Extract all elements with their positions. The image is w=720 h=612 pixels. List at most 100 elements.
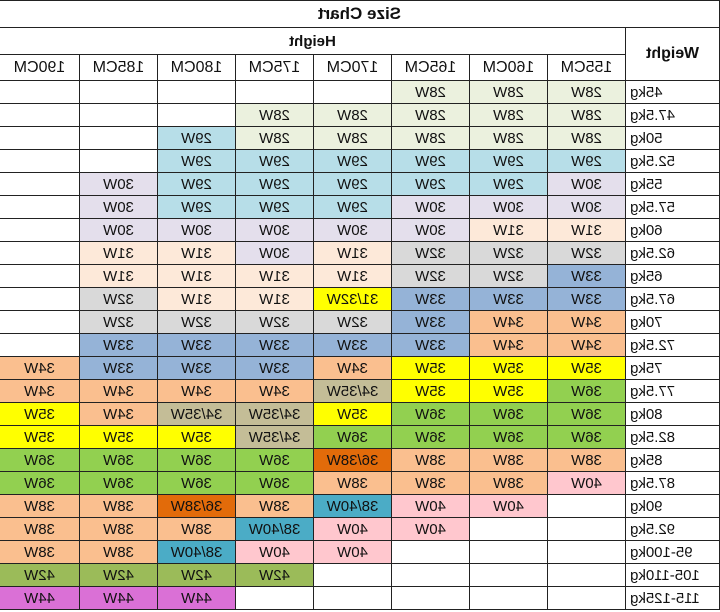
weight-label: 72.5kg bbox=[625, 333, 720, 357]
weight-label: 67.5kg bbox=[625, 287, 720, 311]
size-cell: 32W bbox=[391, 241, 470, 265]
size-cell: 34W bbox=[547, 333, 626, 357]
size-cell bbox=[0, 333, 80, 357]
height-column-header: 160CM bbox=[469, 54, 548, 81]
size-cell: 33W bbox=[391, 287, 470, 311]
size-cell: 31W bbox=[313, 264, 392, 288]
size-cell: 36W bbox=[547, 379, 626, 403]
weight-label: 50kg bbox=[625, 126, 720, 150]
size-cell: 44W bbox=[157, 586, 236, 610]
size-cell bbox=[0, 126, 80, 150]
size-cell: 38W bbox=[0, 540, 80, 564]
size-cell: 30W bbox=[79, 195, 158, 219]
size-cell: 35W bbox=[157, 425, 236, 449]
weight-label: 115-125kg bbox=[625, 586, 720, 610]
size-cell: 35W bbox=[391, 379, 470, 403]
table-row: 82.5kg 36W 36W 36W 36W 34/35W 35W 35W 35W bbox=[0, 425, 720, 449]
table-row: 72.5kg 34W 34W 33W 33W 33W 33W 33W bbox=[0, 333, 720, 357]
table-row: 105-110kg 42W 42W 42W 42W bbox=[0, 563, 720, 587]
size-cell: 31W bbox=[235, 287, 314, 311]
weight-label: 87.5kg bbox=[625, 471, 720, 495]
size-cell: 33W bbox=[547, 287, 626, 311]
size-cell bbox=[235, 586, 314, 610]
size-cell bbox=[313, 563, 392, 587]
size-cell bbox=[79, 126, 158, 150]
table-row: 52.5kg 29W 29W 29W 29W 29W 29W bbox=[0, 149, 720, 173]
weight-header: Weight bbox=[625, 27, 720, 81]
height-column-header: 155CM bbox=[547, 54, 626, 81]
weight-label: 65kg bbox=[625, 264, 720, 288]
size-cell: 34W bbox=[0, 356, 80, 380]
size-cell: 31W bbox=[235, 264, 314, 288]
weight-label: 52.5kg bbox=[625, 149, 720, 173]
size-cell bbox=[235, 80, 314, 104]
size-cell: 28W bbox=[547, 126, 626, 150]
size-cell: 29W bbox=[469, 149, 548, 173]
weight-label: 62.5kg bbox=[625, 241, 720, 265]
table-row: 92.5kg 40W 40W 38/40W 38W 38W 38W bbox=[0, 517, 720, 541]
table-row: 55kg 30W 29W 29W 29W 29W 29W 30W bbox=[0, 172, 720, 196]
table-row: 60kg 31W 31W 30W 30W 30W 30W 30W bbox=[0, 218, 720, 242]
size-cell: 31/32W bbox=[313, 287, 392, 311]
size-cell: 28W bbox=[235, 103, 314, 127]
size-cell: 28W bbox=[391, 80, 470, 104]
size-cell: 28W bbox=[235, 126, 314, 150]
size-cell: 30W bbox=[79, 218, 158, 242]
size-cell: 35W bbox=[547, 356, 626, 380]
table-row: 50kg 28W 28W 28W 28W 28W 29W bbox=[0, 126, 720, 150]
size-cell bbox=[79, 80, 158, 104]
table-row: 85kg 38W 38W 38W 36/38W 36W 36W 36W 36W bbox=[0, 448, 720, 472]
size-cell: 32W bbox=[313, 310, 392, 334]
size-cell: 30W bbox=[313, 218, 392, 242]
weight-label: 80kg bbox=[625, 402, 720, 426]
size-cell bbox=[79, 149, 158, 173]
size-cell: 28W bbox=[469, 103, 548, 127]
table-row: 77.5kg 36W 35W 35W 34/35W 34W 34W 34W 34W bbox=[0, 379, 720, 403]
size-cell: 32W bbox=[547, 241, 626, 265]
size-cell: 28W bbox=[391, 103, 470, 127]
size-cell bbox=[547, 517, 626, 541]
weight-label: 57.5kg bbox=[625, 195, 720, 219]
size-cell: 29W bbox=[313, 195, 392, 219]
size-cell: 28W bbox=[313, 126, 392, 150]
height-column-header: 175CM bbox=[235, 54, 314, 81]
size-cell: 36W bbox=[391, 402, 470, 426]
size-cell: 40W bbox=[547, 471, 626, 495]
size-cell: 30W bbox=[157, 218, 236, 242]
size-cell: 33W bbox=[79, 333, 158, 357]
size-cell bbox=[0, 241, 80, 265]
size-cell: 38W bbox=[235, 494, 314, 518]
size-cell: 29W bbox=[235, 195, 314, 219]
size-cell: 36W bbox=[469, 425, 548, 449]
size-cell: 30W bbox=[79, 172, 158, 196]
size-cell bbox=[469, 563, 548, 587]
size-cell: 33W bbox=[391, 333, 470, 357]
height-column-header: 165CM bbox=[391, 54, 470, 81]
size-cell: 34/35W bbox=[235, 425, 314, 449]
height-column-headers: 155CM 160CM 165CM 170CM 175CM 180CM 185CM 190CM bbox=[0, 54, 720, 81]
table-row: 67.5kg 33W 33W 33W 31/32W 31W 31W 32W bbox=[0, 287, 720, 311]
size-cell: 34W bbox=[547, 310, 626, 334]
size-cell bbox=[313, 586, 392, 610]
size-cell: 33W bbox=[469, 287, 548, 311]
size-cell: 34/35W bbox=[235, 402, 314, 426]
size-cell: 42W bbox=[79, 563, 158, 587]
size-cell: 38W bbox=[313, 471, 392, 495]
size-cell bbox=[391, 563, 470, 587]
size-cell: 34W bbox=[79, 379, 158, 403]
size-cell: 36W bbox=[313, 425, 392, 449]
size-cell: 29W bbox=[391, 172, 470, 196]
size-cell bbox=[0, 218, 80, 242]
size-cell: 42W bbox=[235, 563, 314, 587]
size-cell: 29W bbox=[313, 172, 392, 196]
height-column-header: 170CM bbox=[313, 54, 392, 81]
size-cell bbox=[0, 264, 80, 288]
size-cell: 33W bbox=[391, 310, 470, 334]
size-cell: 34/35W bbox=[157, 402, 236, 426]
height-header: Height bbox=[0, 27, 626, 55]
size-cell: 38/40W bbox=[235, 517, 314, 541]
size-cell: 34W bbox=[469, 333, 548, 357]
size-cell: 29W bbox=[235, 149, 314, 173]
size-cell: 36W bbox=[391, 425, 470, 449]
weight-label: 95-100kg bbox=[625, 540, 720, 564]
